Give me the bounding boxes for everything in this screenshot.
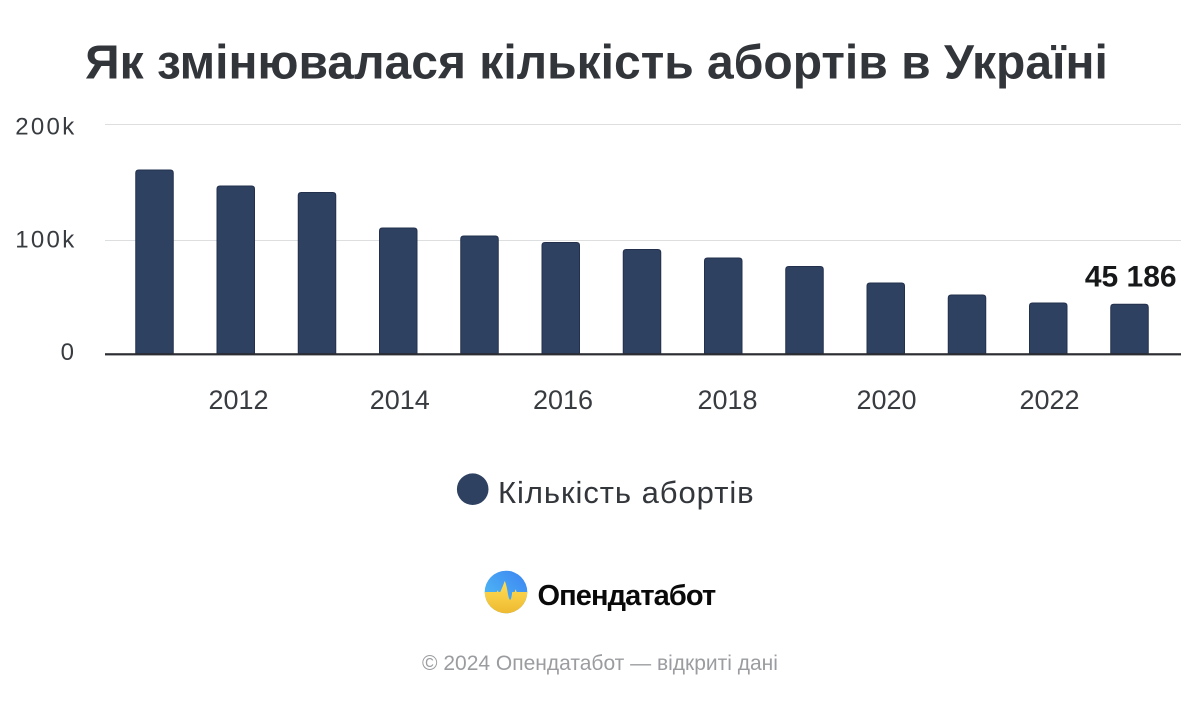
svg-text:2014: 2014 xyxy=(370,385,430,415)
svg-text:Як змінювалася кількість аборт: Як змінювалася кількість абортів в Украї… xyxy=(85,36,1108,89)
svg-text:45 186: 45 186 xyxy=(1085,261,1177,294)
svg-text:© 2024 Опендатабот — відкриті: © 2024 Опендатабот — відкриті дані xyxy=(422,652,778,675)
svg-text:2022: 2022 xyxy=(1019,385,1079,415)
svg-text:2020: 2020 xyxy=(856,385,916,415)
svg-text:0: 0 xyxy=(61,339,74,366)
svg-text:Опендатабот: Опендатабот xyxy=(538,580,716,612)
svg-text:100k: 100k xyxy=(15,226,76,253)
svg-text:2012: 2012 xyxy=(208,385,268,415)
svg-text:2018: 2018 xyxy=(697,385,757,415)
svg-text:200k: 200k xyxy=(15,114,76,141)
svg-text:2016: 2016 xyxy=(533,385,593,415)
svg-text:Кількість абортів: Кількість абортів xyxy=(498,475,755,510)
